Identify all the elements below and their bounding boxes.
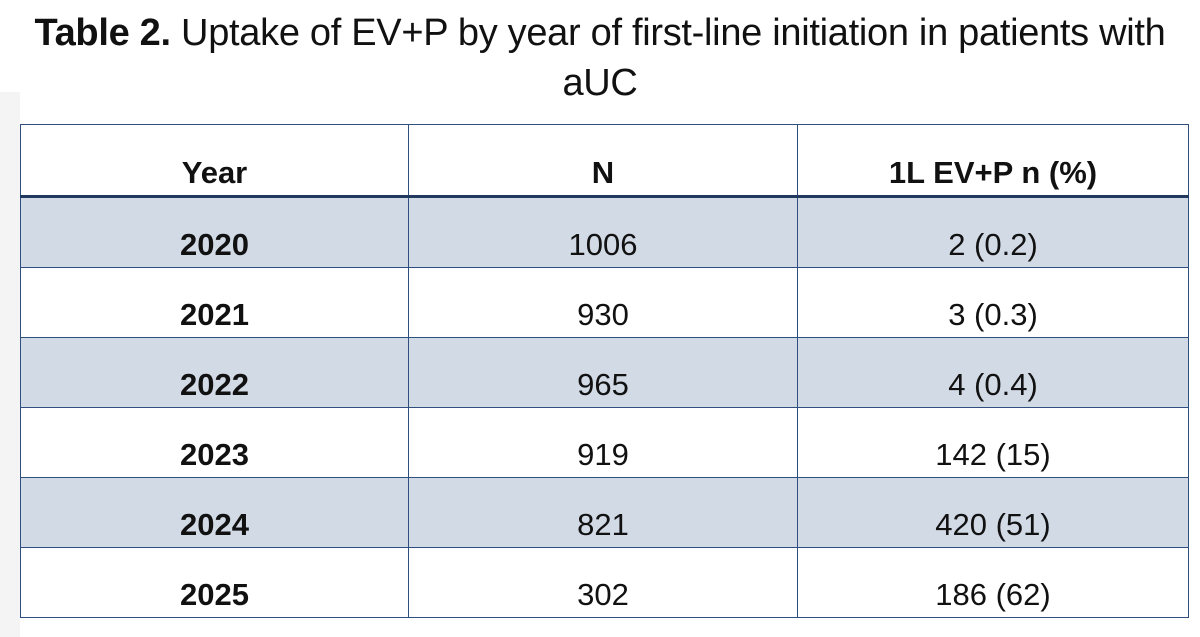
- table-header-row: Year N 1L EV+P n (%): [20, 124, 1189, 198]
- table-row: 2022 965 4 (0.4): [20, 337, 1189, 408]
- table-body: 2020 1006 2 (0.2) 2021 930 3 (0.3) 2022 …: [20, 196, 1189, 618]
- ev-p-cell: 142 (15): [797, 407, 1189, 478]
- n-cell: 930: [408, 267, 798, 338]
- ev-p-cell: 4 (0.4): [797, 337, 1189, 408]
- n-cell: 302: [408, 547, 798, 618]
- uptake-table: Year N 1L EV+P n (%) 2020 1006 2 (0.2) 2…: [20, 124, 1189, 618]
- ev-p-cell: 2 (0.2): [797, 196, 1189, 268]
- year-cell: 2021: [20, 267, 409, 338]
- n-cell: 965: [408, 337, 798, 408]
- year-cell: 2023: [20, 407, 409, 478]
- table-title-text: Uptake of EV+P by year of first-line ini…: [181, 12, 1166, 104]
- n-cell: 1006: [408, 196, 798, 268]
- n-cell: 821: [408, 477, 798, 548]
- column-header-n: N: [408, 124, 798, 198]
- year-cell: 2024: [20, 477, 409, 548]
- table-title: Table 2. Uptake of EV+P by year of first…: [0, 8, 1200, 108]
- table-row: 2025 302 186 (62): [20, 547, 1189, 618]
- column-header-ev-p: 1L EV+P n (%): [797, 124, 1189, 198]
- ev-p-cell: 420 (51): [797, 477, 1189, 548]
- table-row: 2020 1006 2 (0.2): [20, 196, 1189, 268]
- left-margin-strip: [0, 92, 20, 637]
- table-title-label: Table 2.: [34, 12, 172, 54]
- table-row: 2023 919 142 (15): [20, 407, 1189, 478]
- table-row: 2021 930 3 (0.3): [20, 267, 1189, 338]
- year-cell: 2022: [20, 337, 409, 408]
- ev-p-cell: 3 (0.3): [797, 267, 1189, 338]
- year-cell: 2025: [20, 547, 409, 618]
- year-cell: 2020: [20, 196, 409, 268]
- n-cell: 919: [408, 407, 798, 478]
- ev-p-cell: 186 (62): [797, 547, 1189, 618]
- table-row: 2024 821 420 (51): [20, 477, 1189, 548]
- column-header-year: Year: [20, 124, 409, 198]
